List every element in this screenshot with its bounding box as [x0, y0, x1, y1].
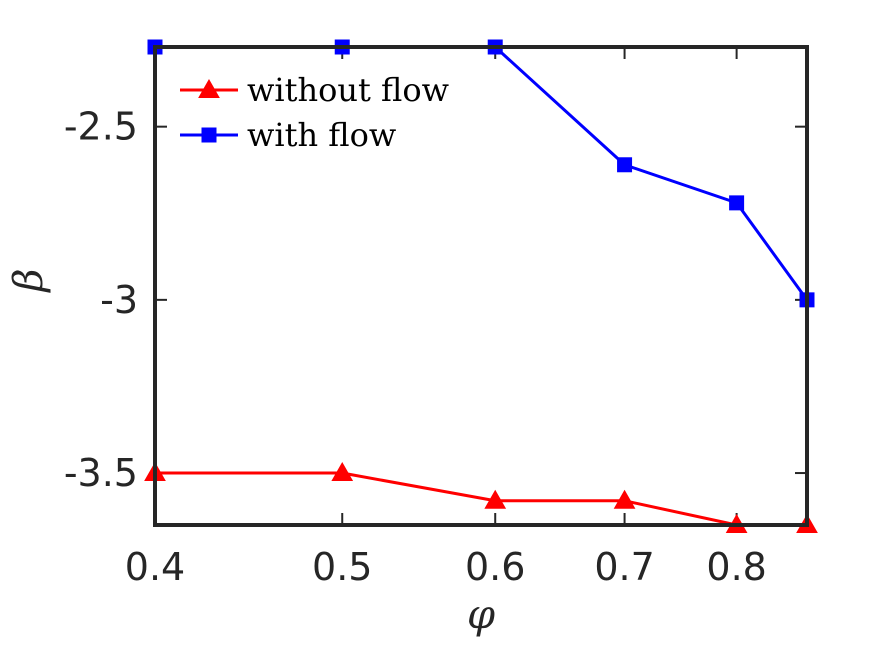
x-tick-label: 0.5: [312, 545, 372, 589]
legend-item-with-flow: with flow: [180, 116, 396, 154]
y-tick-label: -3.5: [64, 451, 138, 495]
legend: without flow with flow: [172, 64, 462, 160]
series-line-without-flow: [155, 471, 807, 527]
legend-item-without-flow: without flow: [180, 71, 449, 109]
legend-box: [172, 64, 462, 160]
data-point-without-flow: [484, 489, 507, 509]
legend-items: without flow with flow: [180, 71, 449, 154]
data-point-without-flow: [613, 489, 636, 509]
y-tick-label: -3: [100, 278, 138, 322]
data-point-without-flow: [331, 462, 354, 482]
x-tick-label: 0.8: [706, 545, 766, 589]
x-tick-label: 0.4: [125, 545, 185, 589]
legend-marker-without-flow: [198, 78, 220, 98]
x-tick-label: 0.7: [594, 545, 654, 589]
legend-label-with-flow: with flow: [247, 116, 396, 154]
y-axis-label: β: [6, 268, 52, 293]
data-point-with-flow: [617, 157, 633, 173]
series-without-flow: [144, 462, 818, 533]
axis-ticks: 0.4 0.5 0.6 0.7 0.8 -2.5 -3 -3.5: [64, 47, 807, 589]
legend-marker-with-flow: [201, 127, 217, 143]
data-point-with-flow: [729, 195, 745, 211]
plot-frame: [153, 45, 809, 527]
x-axis-label: φ: [467, 592, 495, 638]
y-tick-label: -2.5: [64, 105, 138, 149]
x-tick-label: 0.6: [465, 545, 525, 589]
legend-label-without-flow: without flow: [247, 71, 449, 109]
